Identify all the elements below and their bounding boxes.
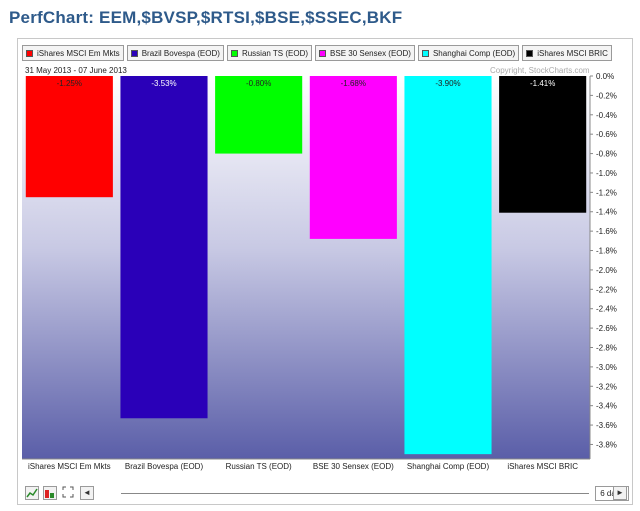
y-tick-label: -2.6%	[596, 324, 617, 333]
legend-item[interactable]: iShares MSCI BRIC	[522, 45, 612, 61]
legend-swatch	[421, 49, 429, 57]
x-tick-label: iShares MSCI Em Mkts	[28, 462, 111, 471]
x-tick-label: BSE 30 Sensex (EOD)	[313, 462, 394, 471]
y-tick-label: -3.0%	[596, 363, 617, 372]
legend-swatch	[130, 49, 138, 57]
data-label: -1.25%	[57, 79, 82, 88]
legend-swatch	[230, 49, 238, 57]
copyright-text: Copyright, StockCharts.com	[490, 66, 590, 75]
page-title: PerfChart: EEM,$BVSP,$RTSI,$BSE,$SSEC,BK…	[9, 8, 403, 27]
legend-item[interactable]: Brazil Bovespa (EOD)	[126, 45, 224, 61]
legend-swatch	[319, 49, 327, 57]
y-tick-label: -3.4%	[596, 402, 617, 411]
bar	[215, 76, 303, 154]
line-chart-icon[interactable]	[25, 486, 39, 500]
y-tick-label: -0.6%	[596, 130, 617, 139]
legend-label: Shanghai Comp (EOD)	[432, 48, 516, 58]
y-tick-label: -1.2%	[596, 188, 617, 197]
x-tick-label: Russian TS (EOD)	[226, 462, 292, 471]
legend-item[interactable]: Shanghai Comp (EOD)	[417, 45, 520, 61]
y-tick-label: -2.8%	[596, 343, 617, 352]
legend-swatch	[526, 49, 534, 57]
y-tick-label: -3.2%	[596, 382, 617, 391]
legend-label: iShares MSCI Em Mkts	[37, 48, 120, 58]
data-label: -3.53%	[151, 79, 176, 88]
legend-label: Brazil Bovespa (EOD)	[141, 48, 220, 58]
legend-item[interactable]: BSE 30 Sensex (EOD)	[315, 45, 415, 61]
x-tick-label: Shanghai Comp (EOD)	[407, 462, 490, 471]
bar	[120, 76, 208, 419]
legend-swatch	[26, 49, 33, 57]
bar	[404, 76, 492, 455]
legend-label: iShares MSCI BRIC	[537, 48, 608, 58]
fullscreen-glyph	[62, 486, 74, 498]
line-chart-glyph	[26, 488, 38, 498]
y-tick-label: 0.0%	[596, 72, 614, 81]
bar	[309, 76, 397, 239]
fullscreen-icon[interactable]	[61, 486, 75, 500]
scroll-right-button[interactable]: ►	[613, 486, 627, 500]
y-tick-label: -2.2%	[596, 285, 617, 294]
scroll-left-button[interactable]: ◄	[80, 486, 94, 500]
bar-chart-glyph	[45, 490, 54, 498]
date-range: 31 May 2013 - 07 June 2013	[25, 66, 127, 75]
y-tick-label: -2.0%	[596, 266, 617, 275]
y-tick-label: -0.2%	[596, 91, 617, 100]
bar	[499, 76, 587, 213]
legend: iShares MSCI Em Mkts Brazil Bovespa (EOD)…	[22, 45, 612, 61]
y-tick-label: -1.4%	[596, 208, 617, 217]
x-tick-label: iShares MSCI BRIC	[507, 462, 578, 471]
date-slider[interactable]	[121, 493, 589, 494]
legend-label: Russian TS (EOD)	[241, 48, 309, 58]
y-tick-label: -1.8%	[596, 247, 617, 256]
data-label: -1.68%	[341, 79, 366, 88]
x-tick-label: Brazil Bovespa (EOD)	[125, 462, 204, 471]
chart-controls: ◄ 6 days ►	[25, 486, 629, 502]
data-label: -1.41%	[530, 79, 555, 88]
y-tick-label: -3.6%	[596, 421, 617, 430]
legend-label: BSE 30 Sensex (EOD)	[330, 48, 411, 58]
data-label: -3.90%	[435, 79, 460, 88]
legend-item[interactable]: Russian TS (EOD)	[226, 45, 313, 61]
legend-item[interactable]: iShares MSCI Em Mkts	[22, 45, 124, 61]
y-tick-label: -0.8%	[596, 150, 617, 159]
y-tick-label: -1.6%	[596, 227, 617, 236]
y-tick-label: -3.8%	[596, 440, 617, 449]
y-tick-label: -0.4%	[596, 111, 617, 120]
plot-background	[22, 76, 590, 459]
bar	[25, 76, 113, 198]
y-tick-label: -2.4%	[596, 305, 617, 314]
bar-chart-icon[interactable]	[43, 486, 57, 500]
data-label: -0.80%	[246, 79, 271, 88]
y-tick-label: -1.0%	[596, 169, 617, 178]
